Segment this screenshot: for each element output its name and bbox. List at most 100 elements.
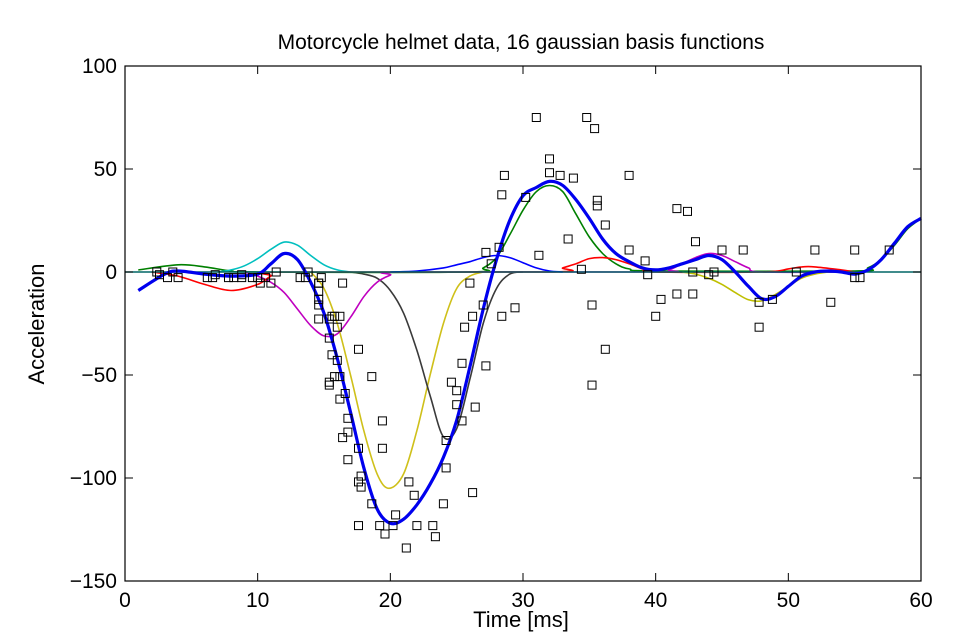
data-point — [332, 322, 342, 332]
data-point — [343, 427, 353, 437]
data-point — [545, 154, 554, 164]
data-point — [356, 471, 366, 481]
data-point — [237, 273, 247, 283]
data-point — [688, 289, 698, 299]
data-point — [709, 267, 719, 277]
data-point — [600, 344, 610, 354]
data-point — [850, 273, 860, 283]
y-tick-label: 0 — [105, 261, 117, 284]
x-tick-label: 0 — [119, 589, 131, 612]
data-point — [380, 529, 390, 539]
data-point — [335, 394, 345, 404]
data-point — [338, 278, 348, 288]
data-point — [210, 270, 220, 280]
data-point — [850, 245, 860, 255]
y-tick-label: 50 — [94, 158, 117, 181]
data-point — [391, 510, 401, 520]
data-point — [717, 245, 727, 255]
x-tick-label: 20 — [379, 589, 402, 612]
data-point — [592, 201, 602, 211]
data-point — [428, 521, 438, 531]
data-point — [401, 543, 411, 553]
y-axis-label: Acceleration — [24, 263, 49, 384]
data-point — [587, 380, 597, 390]
data-point — [465, 278, 475, 288]
data-point — [300, 273, 310, 283]
data-point — [672, 289, 682, 299]
basis-function-curve — [350, 271, 524, 440]
data-point — [624, 170, 634, 180]
data-point — [600, 220, 610, 230]
data-point — [354, 521, 363, 531]
data-point — [314, 314, 324, 324]
data-point — [316, 273, 326, 283]
data-point — [510, 303, 520, 313]
data-point — [497, 311, 507, 321]
data-point — [430, 532, 440, 542]
data-point — [494, 242, 504, 252]
data-point — [592, 195, 602, 205]
data-point — [767, 294, 777, 304]
data-point — [624, 245, 634, 255]
data-point — [404, 477, 414, 487]
data-point — [377, 443, 387, 453]
data-point — [314, 286, 324, 296]
data-point — [640, 256, 650, 266]
data-point — [791, 267, 801, 277]
data-point — [168, 267, 178, 277]
data-point — [855, 273, 865, 283]
x-tick-label: 10 — [246, 589, 269, 612]
data-point — [295, 273, 305, 283]
y-tick-label: −150 — [70, 570, 117, 593]
data-point — [375, 521, 385, 531]
data-point — [582, 113, 592, 122]
data-point — [441, 436, 451, 445]
data-point — [810, 245, 820, 255]
basis-function-curve — [217, 241, 351, 273]
data-point — [173, 273, 183, 283]
data-point — [338, 433, 348, 443]
data-point — [335, 311, 345, 321]
data-point — [470, 402, 480, 412]
data-point — [208, 273, 218, 283]
data-point — [672, 204, 682, 214]
series-layer — [125, 179, 922, 526]
data-point — [356, 482, 366, 492]
data-point — [266, 278, 276, 288]
data-point — [683, 206, 692, 216]
data-point — [478, 300, 488, 310]
data-point — [568, 173, 578, 183]
basis-function-curve — [682, 271, 829, 303]
data-point — [563, 234, 573, 244]
data-point — [688, 267, 698, 277]
data-point — [576, 264, 586, 274]
data-point — [691, 237, 700, 247]
y-tick-label: 100 — [82, 55, 117, 78]
data-point — [354, 344, 363, 354]
chart-title: Motorcycle helmet data, 16 gaussian basi… — [278, 31, 765, 54]
fit-curve-total — [137, 179, 922, 526]
data-point — [412, 521, 422, 531]
data-point — [534, 250, 544, 260]
data-point — [261, 273, 271, 283]
data-point — [738, 245, 748, 255]
data-point — [497, 190, 507, 200]
data-point — [441, 463, 451, 473]
data-point — [704, 270, 714, 280]
plot-frame — [124, 65, 922, 582]
data-point — [457, 358, 467, 368]
data-point — [452, 400, 462, 410]
data-point — [367, 372, 377, 382]
data-point — [521, 192, 531, 202]
data-point — [224, 273, 233, 283]
y-tick-label: −50 — [81, 364, 117, 387]
data-point — [468, 488, 478, 498]
basis-function-curve — [390, 254, 563, 273]
data-point — [460, 322, 470, 332]
data-point — [332, 355, 342, 365]
data-point — [327, 350, 337, 360]
data-point — [481, 247, 491, 257]
data-point — [324, 314, 334, 324]
data-point — [340, 389, 350, 398]
